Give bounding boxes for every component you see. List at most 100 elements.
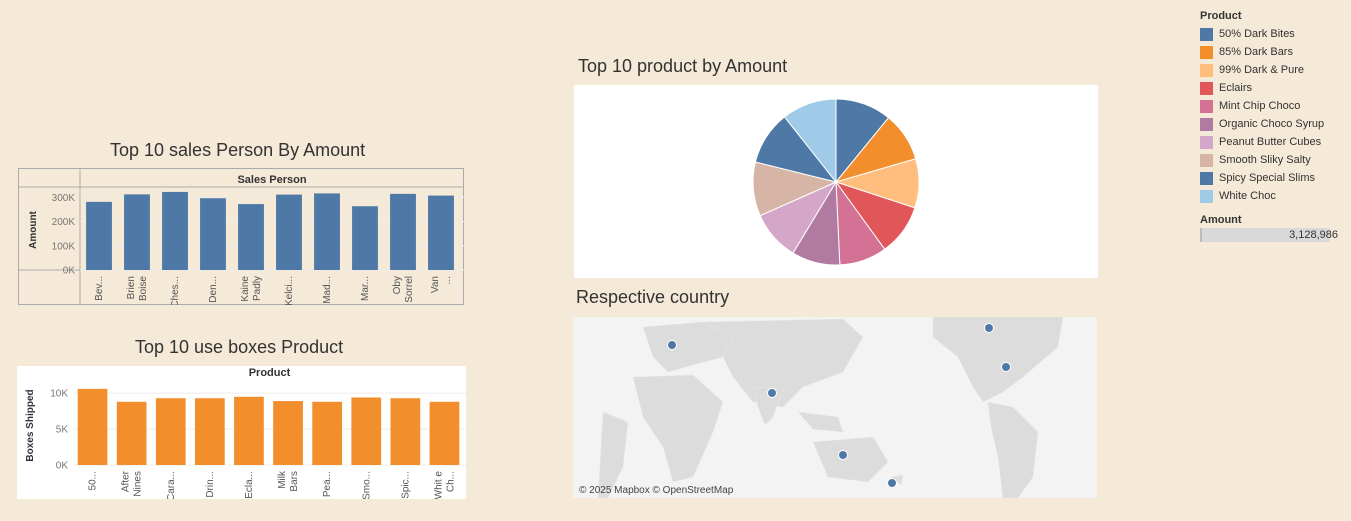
product-pie-chart[interactable] xyxy=(574,85,1098,278)
x-tick-label: Kaine xyxy=(240,276,251,302)
x-tick-label: Milk xyxy=(277,470,288,489)
bar[interactable] xyxy=(429,401,460,465)
bar[interactable] xyxy=(428,195,454,270)
x-tick-label: Van xyxy=(430,276,441,293)
x-tick-label: Ch... xyxy=(445,471,456,492)
x-tick-label: 50... xyxy=(88,471,99,490)
legend-item[interactable]: Peanut Butter Cubes xyxy=(1200,133,1348,151)
y-tick-label: 100K xyxy=(52,241,76,252)
legend-label: Spicy Special Slims xyxy=(1219,172,1315,184)
x-tick-label: Pea... xyxy=(322,471,333,497)
map-point-australia xyxy=(838,450,848,460)
bar[interactable] xyxy=(314,193,340,270)
map-point-canada xyxy=(984,323,994,333)
legend-swatch xyxy=(1200,153,1213,167)
legend-swatch xyxy=(1200,63,1213,77)
map-point-new-zealand xyxy=(887,478,897,488)
legend-item[interactable]: 99% Dark & Pure xyxy=(1200,61,1348,79)
y-tick-label: 300K xyxy=(52,193,76,204)
bar[interactable] xyxy=(390,193,416,270)
pie-slice[interactable] xyxy=(783,98,837,184)
country-map[interactable] xyxy=(573,317,1097,498)
sales-person-chart-title: Top 10 sales Person By Amount xyxy=(110,140,366,160)
x-tick-label: Bev... xyxy=(94,276,105,301)
bar[interactable] xyxy=(273,401,303,465)
legend-item[interactable]: Spicy Special Slims xyxy=(1200,169,1348,187)
chart-header-label: Product xyxy=(249,367,291,379)
legend-title: Product xyxy=(1200,10,1242,22)
bar[interactable] xyxy=(351,397,382,465)
legend-item[interactable]: Eclairs xyxy=(1200,79,1348,97)
legend-item[interactable]: White Choc xyxy=(1200,187,1348,205)
bar[interactable] xyxy=(238,204,264,270)
legend-swatch xyxy=(1200,45,1213,59)
x-tick-label: Ecla... xyxy=(244,471,255,499)
bar[interactable] xyxy=(390,398,421,465)
sales-person-bar-chart[interactable]: Sales Person Amount 300K 200K 100K 0K Bev... Br… xyxy=(18,168,464,305)
bar[interactable] xyxy=(116,401,147,465)
x-tick-label: Mar... xyxy=(360,276,371,301)
legend-items: 50% Dark Bites 85% Dark Bars 99% Dark & Pu… xyxy=(1200,25,1348,205)
legend-label: Organic Choco Syrup xyxy=(1219,118,1325,130)
world-map-background xyxy=(573,317,1097,498)
legend-item[interactable]: Mint Chip Choco xyxy=(1200,97,1348,115)
legend-swatch xyxy=(1200,27,1213,41)
legend-swatch xyxy=(1200,81,1213,95)
x-tick-label: Kelci... xyxy=(284,276,295,305)
y-axis-label: Boxes Shipped xyxy=(25,389,36,461)
bar[interactable] xyxy=(276,194,302,270)
bar[interactable] xyxy=(162,191,188,270)
x-tick-label: Sorrel xyxy=(404,276,415,303)
x-tick-label: Oby xyxy=(392,276,403,294)
bar[interactable] xyxy=(234,396,264,465)
bar[interactable] xyxy=(312,401,343,465)
y-tick-label: 0K xyxy=(63,266,76,277)
x-tick-label: Boise xyxy=(138,276,149,301)
x-tick-label: ... xyxy=(442,276,453,284)
legend-item[interactable]: Organic Choco Syrup xyxy=(1200,115,1348,133)
amount-legend-value: 3,128,986 xyxy=(1289,229,1338,241)
country-map-title: Respective country xyxy=(576,287,730,307)
x-tick-label: Brien xyxy=(126,276,137,299)
bar[interactable] xyxy=(352,206,378,270)
legend-label: 50% Dark Bites xyxy=(1219,28,1295,40)
legend-item[interactable]: 85% Dark Bars xyxy=(1200,43,1348,61)
x-tick-label: Spic... xyxy=(400,471,411,499)
x-tick-label: Whit e xyxy=(433,471,444,499)
legend-label: Peanut Butter Cubes xyxy=(1219,136,1322,148)
map-attribution: © 2025 Mapbox © OpenStreetMap xyxy=(579,485,734,496)
x-tick-label: Cara... xyxy=(166,471,177,499)
x-tick-label: Ches... xyxy=(170,276,181,305)
x-tick-label: Nines xyxy=(133,471,144,497)
amount-legend-title: Amount xyxy=(1200,214,1242,226)
boxes-chart-title: Top 10 use boxes Product xyxy=(135,337,344,357)
legend-label: Smooth Sliky Salty xyxy=(1219,154,1311,166)
x-tick-label: After xyxy=(121,470,132,492)
x-tick-label: Mad... xyxy=(322,276,333,304)
legend-label: 85% Dark Bars xyxy=(1219,46,1293,58)
legend-swatch xyxy=(1200,99,1213,113)
chart-header-label: Sales Person xyxy=(237,174,306,186)
legend-swatch xyxy=(1200,117,1213,131)
legend-item[interactable]: Smooth Sliky Salty xyxy=(1200,151,1348,169)
bar[interactable] xyxy=(77,388,108,465)
y-tick-label: 200K xyxy=(52,217,76,228)
legend-item[interactable]: 50% Dark Bites xyxy=(1200,25,1348,43)
bar[interactable] xyxy=(86,201,112,270)
x-tick-label: Den... xyxy=(208,276,219,303)
bar[interactable] xyxy=(155,398,186,465)
legend-label: Mint Chip Choco xyxy=(1219,100,1301,112)
legend-label: White Choc xyxy=(1219,190,1276,202)
legend-swatch xyxy=(1200,189,1213,203)
boxes-shipped-bar-chart[interactable]: Product Boxes Shipped 10K 5K 0K 50... After Nin… xyxy=(17,366,466,499)
x-tick-label: Drin... xyxy=(205,471,216,498)
map-point-india xyxy=(767,388,777,398)
bar[interactable] xyxy=(200,198,226,270)
legend-label: 99% Dark & Pure xyxy=(1219,64,1304,76)
x-tick-label: Smo... xyxy=(361,471,372,499)
bar[interactable] xyxy=(194,398,225,465)
bar[interactable] xyxy=(124,194,150,270)
y-tick-label: 5K xyxy=(56,425,69,436)
legend-label: Eclairs xyxy=(1219,82,1253,94)
legend-swatch xyxy=(1200,135,1213,149)
